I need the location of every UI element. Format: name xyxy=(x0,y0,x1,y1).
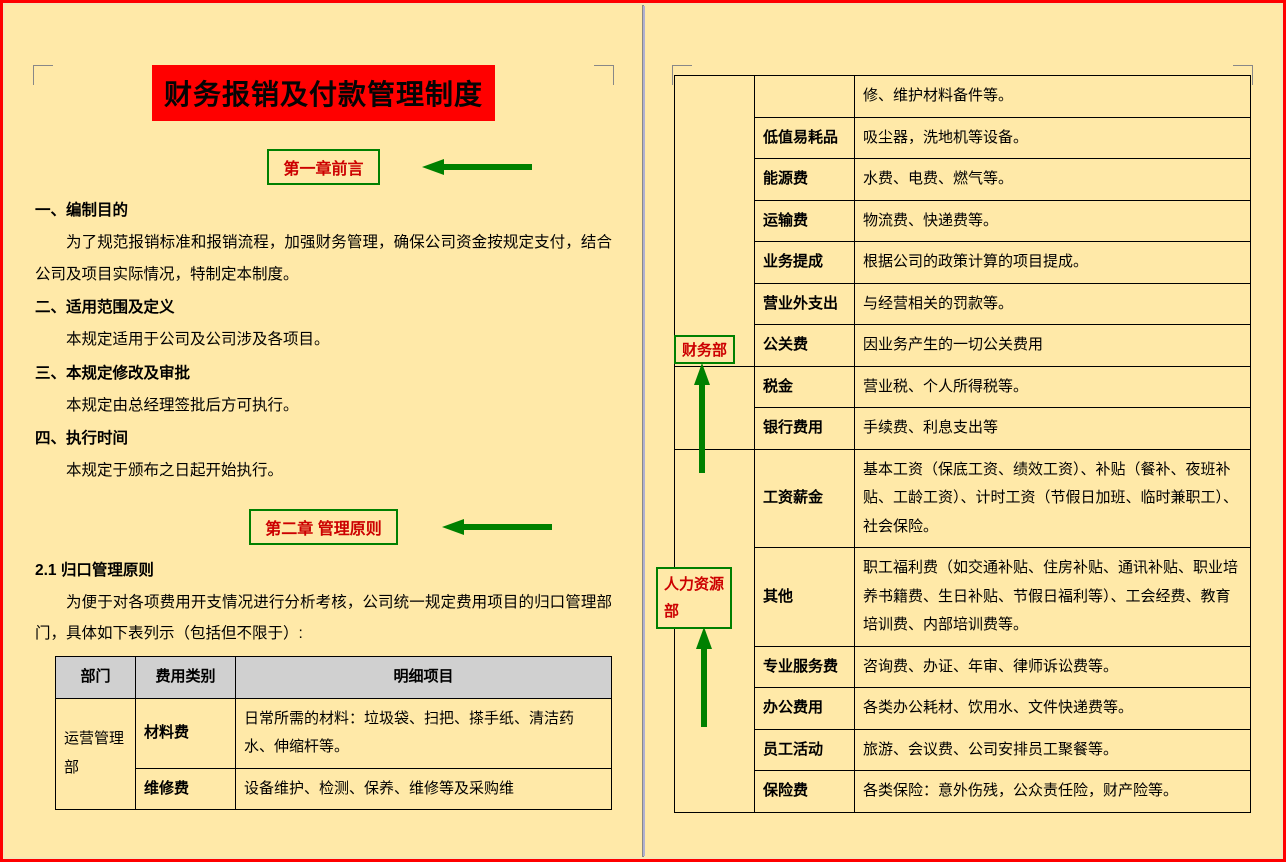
section-2-1-head: 2.1 归口管理原则 xyxy=(35,555,612,587)
section-2: 二、适用范围及定义 本规定适用于公司及公司涉及各项目。 xyxy=(35,292,612,356)
cell-category: 材料费 xyxy=(136,698,236,768)
table-row: 办公费用各类办公耗材、饮用水、文件快递费等。 xyxy=(675,688,1251,730)
cell-dept xyxy=(675,449,755,812)
section-body: 本规定于颁布之日起开始执行。 xyxy=(35,455,612,487)
cell-category: 专业服务费 xyxy=(755,646,855,688)
section-body: 本规定适用于公司及公司涉及各项目。 xyxy=(35,324,612,356)
section-body: 本规定由总经理签批后方可执行。 xyxy=(35,390,612,422)
cell-detail: 旅游、会议费、公司安排员工聚餐等。 xyxy=(855,729,1251,771)
section-head: 四、执行时间 xyxy=(35,423,612,455)
table-row: 运输费物流费、快递费等。 xyxy=(675,200,1251,242)
cell-category: 业务提成 xyxy=(755,242,855,284)
cell-detail: 基本工资（保底工资、绩效工资）、补贴（餐补、夜班补贴、工龄工资）、计时工资（节假… xyxy=(855,449,1251,548)
table-row: 业务提成根据公司的政策计算的项目提成。 xyxy=(675,242,1251,284)
cell-detail: 咨询费、办证、年审、律师诉讼费等。 xyxy=(855,646,1251,688)
table-header-row: 部门 费用类别 明细项目 xyxy=(56,657,612,699)
table-row: 修、维护材料备件等。 xyxy=(675,76,1251,118)
cell-category: 维修费 xyxy=(136,768,236,810)
cell-dept: 运营管理部 xyxy=(56,698,136,810)
cell-detail: 各类办公耗材、饮用水、文件快递费等。 xyxy=(855,688,1251,730)
table-row: 低值易耗品吸尘器，洗地机等设备。 xyxy=(675,117,1251,159)
dept-label-hr-line1: 人力资源 xyxy=(664,576,724,593)
cell-detail: 根据公司的政策计算的项目提成。 xyxy=(855,242,1251,284)
section-head: 二、适用范围及定义 xyxy=(35,292,612,324)
table-row: 保险费各类保险：意外伤残，公众责任险，财产险等。 xyxy=(675,771,1251,813)
dept-label-hr-line2: 部 xyxy=(664,603,679,620)
cell-detail: 吸尘器，洗地机等设备。 xyxy=(855,117,1251,159)
cell-category: 办公费用 xyxy=(755,688,855,730)
cell-detail: 与经营相关的罚款等。 xyxy=(855,283,1251,325)
expense-table-left: 部门 费用类别 明细项目 运营管理部材料费日常所需的材料：垃圾袋、扫把、搽手纸、… xyxy=(55,656,612,810)
cell-category: 运输费 xyxy=(755,200,855,242)
section-2-1-body: 为便于对各项费用开支情况进行分析考核，公司统一规定费用项目的归口管理部门，具体如… xyxy=(35,587,612,651)
crop-mark xyxy=(672,65,692,85)
page-left: 财务报销及付款管理制度 第一章前言 一、编制目的 为了规范报销标准和报销流程，加… xyxy=(5,5,643,857)
cell-detail: 日常所需的材料：垃圾袋、扫把、搽手纸、清洁药水、伸缩杆等。 xyxy=(236,698,612,768)
cell-detail: 因业务产生的一切公关费用 xyxy=(855,325,1251,367)
table-row: 维修费设备维护、检测、保养、维修等及采购维 xyxy=(56,768,612,810)
cell-detail: 手续费、利息支出等 xyxy=(855,408,1251,450)
table-row: 其他职工福利费（如交通补贴、住房补贴、通讯补贴、职业培养书籍费、生日补贴、节假日… xyxy=(675,548,1251,647)
dept-label-finance: 财务部 xyxy=(674,335,735,364)
arrow-left-icon xyxy=(422,155,532,179)
chapter-2-heading-wrap: 第二章 管理原则 xyxy=(35,509,612,545)
cell-detail: 水费、电费、燃气等。 xyxy=(855,159,1251,201)
cell-detail: 各类保险：意外伤残，公众责任险，财产险等。 xyxy=(855,771,1251,813)
crop-mark xyxy=(594,65,614,85)
document-title: 财务报销及付款管理制度 xyxy=(152,65,495,121)
table-row: 员工活动旅游、会议费、公司安排员工聚餐等。 xyxy=(675,729,1251,771)
cell-detail: 营业税、个人所得税等。 xyxy=(855,366,1251,408)
table-row: 运营管理部材料费日常所需的材料：垃圾袋、扫把、搽手纸、清洁药水、伸缩杆等。 xyxy=(56,698,612,768)
arrow-left-icon xyxy=(442,515,552,539)
col-category: 费用类别 xyxy=(136,657,236,699)
chapter-1-heading: 第一章前言 xyxy=(267,149,379,185)
cell-category: 工资薪金 xyxy=(755,449,855,548)
section-1: 一、编制目的 为了规范报销标准和报销流程，加强财务管理，确保公司资金按规定支付，… xyxy=(35,195,612,290)
crop-mark xyxy=(33,65,53,85)
table-row: 税金营业税、个人所得税等。 xyxy=(675,366,1251,408)
cell-category: 银行费用 xyxy=(755,408,855,450)
cell-detail: 设备维护、检测、保养、维修等及采购维 xyxy=(236,768,612,810)
crop-mark xyxy=(1233,65,1253,85)
col-detail: 明细项目 xyxy=(236,657,612,699)
cell-category: 营业外支出 xyxy=(755,283,855,325)
cell-category xyxy=(755,76,855,118)
cell-detail: 职工福利费（如交通补贴、住房补贴、通讯补贴、职业培养书籍费、生日补贴、节假日福利… xyxy=(855,548,1251,647)
page-right: 修、维护材料备件等。低值易耗品吸尘器，洗地机等设备。能源费水费、电费、燃气等。运… xyxy=(643,5,1281,857)
cell-category: 能源费 xyxy=(755,159,855,201)
cell-detail: 修、维护材料备件等。 xyxy=(855,76,1251,118)
cell-category: 低值易耗品 xyxy=(755,117,855,159)
cell-dept xyxy=(675,366,755,449)
cell-category: 税金 xyxy=(755,366,855,408)
cell-category: 员工活动 xyxy=(755,729,855,771)
table-row: 公关费因业务产生的一切公关费用 xyxy=(675,325,1251,367)
document-viewport: 财务报销及付款管理制度 第一章前言 一、编制目的 为了规范报销标准和报销流程，加… xyxy=(0,0,1286,862)
expense-table-right: 修、维护材料备件等。低值易耗品吸尘器，洗地机等设备。能源费水费、电费、燃气等。运… xyxy=(674,75,1251,813)
table-row: 工资薪金基本工资（保底工资、绩效工资）、补贴（餐补、夜班补贴、工龄工资）、计时工… xyxy=(675,449,1251,548)
cell-category: 其他 xyxy=(755,548,855,647)
dept-label-hr: 人力资源 部 xyxy=(656,567,732,629)
section-body: 为了规范报销标准和报销流程，加强财务管理，确保公司资金按规定支付，结合公司及项目… xyxy=(35,227,612,291)
col-dept: 部门 xyxy=(56,657,136,699)
section-3: 三、本规定修改及审批 本规定由总经理签批后方可执行。 xyxy=(35,358,612,422)
page-divider xyxy=(643,6,645,856)
cell-category: 公关费 xyxy=(755,325,855,367)
table-row: 银行费用手续费、利息支出等 xyxy=(675,408,1251,450)
section-head: 三、本规定修改及审批 xyxy=(35,358,612,390)
cell-detail: 物流费、快递费等。 xyxy=(855,200,1251,242)
chapter-1-heading-wrap: 第一章前言 xyxy=(35,149,612,185)
cell-dept xyxy=(675,76,755,367)
table-row: 营业外支出与经营相关的罚款等。 xyxy=(675,283,1251,325)
table-row: 专业服务费咨询费、办证、年审、律师诉讼费等。 xyxy=(675,646,1251,688)
section-head: 一、编制目的 xyxy=(35,195,612,227)
cell-category: 保险费 xyxy=(755,771,855,813)
table-row: 能源费水费、电费、燃气等。 xyxy=(675,159,1251,201)
chapter-2-heading: 第二章 管理原则 xyxy=(249,509,397,545)
section-4: 四、执行时间 本规定于颁布之日起开始执行。 xyxy=(35,423,612,487)
